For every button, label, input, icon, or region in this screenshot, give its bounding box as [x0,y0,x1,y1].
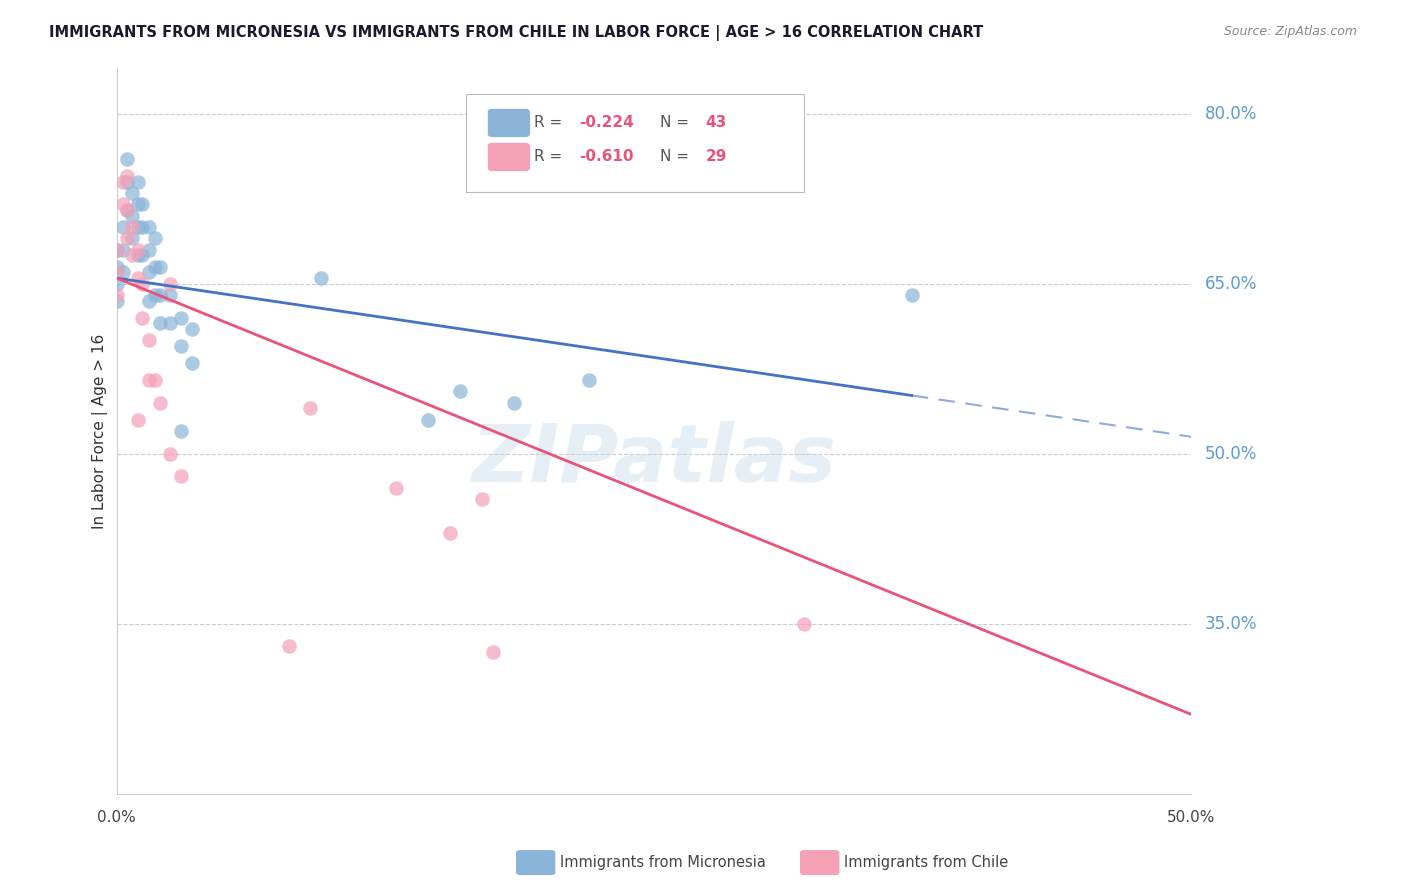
Point [127,271,149,285]
Point [127,175,149,189]
Text: R =: R = [533,115,567,130]
Point [138,334,160,348]
Point [471,491,494,506]
Point [143,373,166,387]
Point [121,186,143,201]
Point [138,373,160,387]
Text: 50.0%: 50.0% [1167,810,1215,825]
Point [149,317,172,331]
Point [138,220,160,235]
Point [121,248,143,262]
Text: ZIPatlas: ZIPatlas [471,421,837,499]
Point [131,310,153,325]
Point [112,175,135,189]
Text: Immigrants from Micronesia: Immigrants from Micronesia [560,855,765,870]
Text: 65.0%: 65.0% [1205,275,1257,293]
Point [127,243,149,257]
Point [578,373,600,387]
Text: 29: 29 [706,150,727,164]
Point [180,356,202,370]
Point [131,197,153,211]
FancyBboxPatch shape [465,94,804,192]
Point [127,248,149,262]
Point [159,288,181,302]
Point [503,395,526,409]
Point [127,220,149,235]
Point [117,152,139,166]
Point [105,243,128,257]
Point [299,401,322,416]
Point [143,260,166,274]
Point [105,243,128,257]
FancyBboxPatch shape [488,143,530,171]
Point [117,231,139,245]
Point [900,288,922,302]
Point [149,288,172,302]
Text: Source: ZipAtlas.com: Source: ZipAtlas.com [1223,25,1357,38]
Point [127,197,149,211]
Point [793,616,815,631]
Point [105,288,128,302]
Text: 43: 43 [706,115,727,130]
Point [170,310,193,325]
Point [112,220,135,235]
Point [112,265,135,279]
Point [159,317,181,331]
Point [117,175,139,189]
Point [117,203,139,218]
Text: IMMIGRANTS FROM MICRONESIA VS IMMIGRANTS FROM CHILE IN LABOR FORCE | AGE > 16 CO: IMMIGRANTS FROM MICRONESIA VS IMMIGRANTS… [49,25,983,41]
Point [277,640,299,654]
Point [138,265,160,279]
Point [112,197,135,211]
Text: R =: R = [533,150,567,164]
Point [105,293,128,308]
Point [149,395,172,409]
Point [143,288,166,302]
Point [131,220,153,235]
Point [418,413,440,427]
Point [112,243,135,257]
Point [180,322,202,336]
Point [127,413,149,427]
Point [117,203,139,218]
Y-axis label: In Labor Force | Age > 16: In Labor Force | Age > 16 [93,334,108,529]
Point [385,481,408,495]
Point [131,248,153,262]
Text: N =: N = [661,150,695,164]
Text: N =: N = [661,115,695,130]
Point [449,384,471,399]
Text: 50.0%: 50.0% [1205,445,1257,463]
Point [159,447,181,461]
Point [121,209,143,223]
Point [149,260,172,274]
Point [138,243,160,257]
Point [159,277,181,291]
Text: 0.0%: 0.0% [97,810,136,825]
Text: 35.0%: 35.0% [1205,615,1257,632]
Point [138,293,160,308]
Point [121,220,143,235]
Point [170,424,193,438]
Text: Immigrants from Chile: Immigrants from Chile [844,855,1008,870]
Point [117,169,139,183]
FancyBboxPatch shape [488,109,530,137]
Point [105,265,128,279]
Point [170,469,193,483]
Point [121,231,143,245]
Text: -0.610: -0.610 [579,150,633,164]
Point [170,339,193,353]
Point [481,645,503,659]
Text: -0.224: -0.224 [579,115,633,130]
Point [309,271,332,285]
Point [439,526,461,541]
Text: 80.0%: 80.0% [1205,105,1257,123]
Point [143,231,166,245]
Point [105,260,128,274]
Point [131,277,153,291]
Point [105,277,128,291]
